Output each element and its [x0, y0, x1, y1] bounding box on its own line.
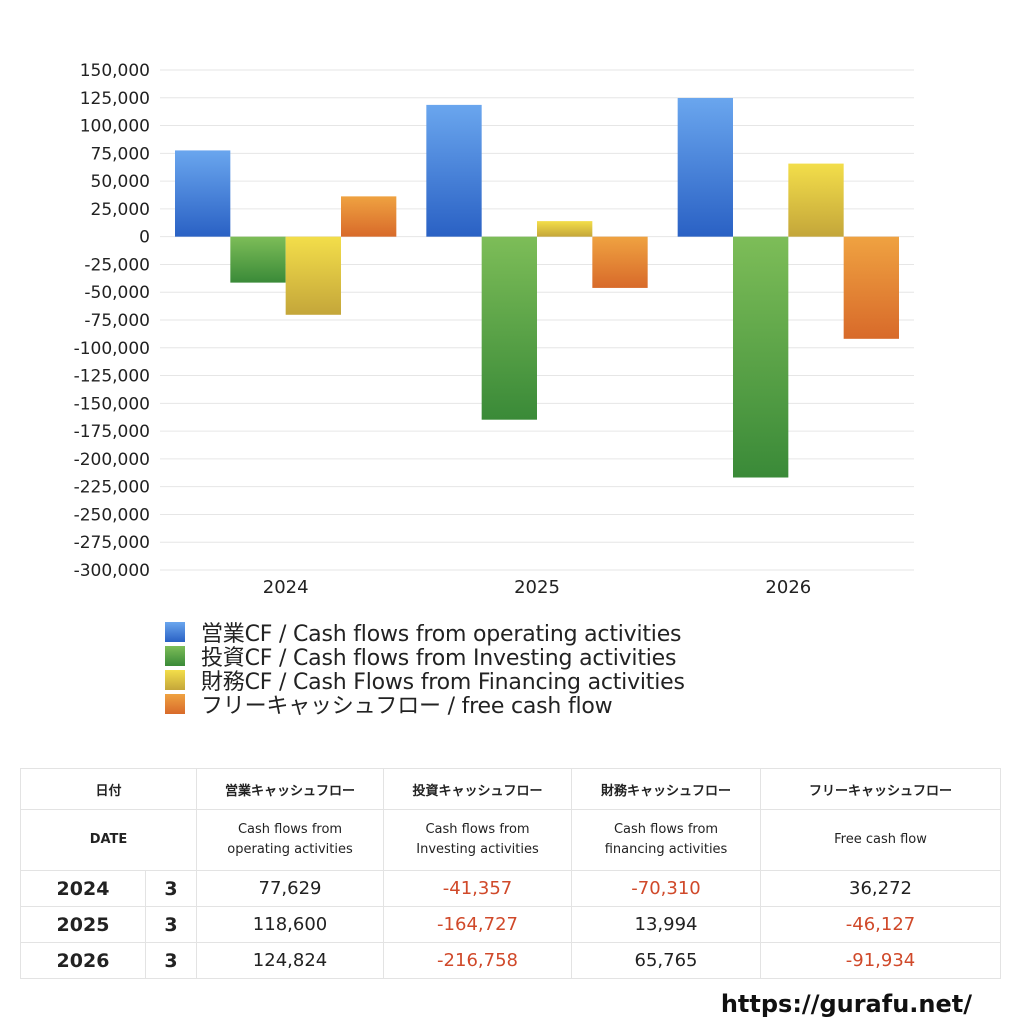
row-year: 2024 — [20, 870, 146, 907]
legend-label-operating: 営業CF / Cash flows from operating activit… — [201, 622, 682, 647]
row-financing: -70,310 — [571, 870, 762, 907]
bar-2024-series-4 — [341, 196, 397, 237]
y-tick-label: 50,000 — [91, 172, 150, 192]
table-header-row: 日付 営業キャッシュフロー 投資キャッシュフロー 財務キャッシュフロー フリーキ… — [19, 768, 1002, 810]
x-axis-ticks: 2024 2025 2026 — [263, 577, 811, 598]
subheader-date: DATE — [19, 809, 198, 871]
row-month: 3 — [144, 906, 198, 943]
row-financing: 13,994 — [571, 906, 762, 943]
bar-2026-series-4 — [843, 236, 899, 339]
bar-2024-series-1 — [175, 150, 231, 237]
legend-item-operating: 営業CF / Cash flows from operating activit… — [165, 620, 685, 647]
y-tick-label: -25,000 — [84, 255, 150, 275]
y-tick-label: -125,000 — [74, 367, 150, 387]
row-operating: 77,629 — [196, 870, 385, 907]
x-tick-label: 2026 — [765, 577, 811, 598]
cash-flow-bar-chart: 150,000 125,000 100,000 75,000 50,000 25,000 0… — [74, 61, 914, 598]
legend-label-financing: 財務CF / Cash Flows from Financing activit… — [201, 670, 685, 695]
header-free: フリーキャッシュフロー — [760, 768, 1002, 810]
y-tick-label: -50,000 — [84, 283, 150, 303]
subheader-financing-line2: financing activities — [604, 842, 728, 857]
chart-legend: 営業CF / Cash flows from operating activit… — [165, 620, 685, 719]
subheader-operating: Cash flows from operating activities — [196, 809, 385, 871]
row-free: 36,272 — [760, 870, 1002, 907]
subheader-free: Free cash flow — [760, 809, 1002, 871]
legend-swatch-financing — [165, 670, 185, 690]
bar-2026-series-1 — [677, 97, 733, 237]
table-row: 2026 3 124,824 -216,758 65,765 -91,934 — [20, 942, 1002, 979]
bar-2025-series-3 — [537, 221, 593, 237]
y-tick-label: -250,000 — [74, 505, 150, 525]
row-investing: -216,758 — [383, 942, 573, 979]
legend-item-investing: 投資CF / Cash flows from Investing activit… — [165, 644, 685, 671]
legend-item-free: フリーキャッシュフロー / free cash flow — [165, 692, 685, 719]
y-tick-label: 100,000 — [80, 117, 150, 137]
bar-2026-series-3 — [788, 163, 844, 237]
legend-swatch-operating — [165, 622, 185, 642]
y-tick-label: 25,000 — [91, 200, 150, 220]
y-tick-label: -200,000 — [74, 450, 150, 470]
y-tick-label: 0 — [139, 228, 150, 248]
y-tick-label: -75,000 — [84, 311, 150, 331]
row-investing: -41,357 — [383, 870, 573, 907]
bar-2026-series-2 — [733, 236, 789, 478]
y-tick-label: -175,000 — [74, 422, 150, 442]
table-row: 2025 3 118,600 -164,727 13,994 -46,127 — [20, 906, 1002, 943]
subheader-investing: Cash flows from Investing activities — [383, 809, 573, 871]
y-tick-label: -150,000 — [74, 394, 150, 414]
y-axis-ticks: 150,000 125,000 100,000 75,000 50,000 25,000 0… — [74, 61, 150, 581]
row-year: 2026 — [20, 942, 146, 979]
row-operating: 124,824 — [196, 942, 385, 979]
row-month: 3 — [144, 942, 198, 979]
row-financing: 65,765 — [571, 942, 762, 979]
row-year: 2025 — [20, 906, 146, 943]
y-tick-label: -275,000 — [74, 533, 150, 553]
y-tick-label: -100,000 — [74, 339, 150, 359]
y-tick-label: 150,000 — [80, 61, 150, 81]
row-free: -46,127 — [760, 906, 1002, 943]
subheader-investing-line2: Investing activities — [416, 842, 539, 857]
row-investing: -164,727 — [383, 906, 573, 943]
row-month: 3 — [144, 870, 198, 907]
y-tick-label: 125,000 — [80, 89, 150, 109]
header-investing: 投資キャッシュフロー — [383, 768, 573, 810]
subheader-financing-line1: Cash flows from — [613, 822, 719, 837]
subheader-investing-line1: Cash flows from — [425, 822, 530, 837]
bar-2025-series-2 — [481, 236, 537, 420]
bar-2025-series-4 — [592, 236, 648, 288]
legend-swatch-investing — [165, 646, 185, 666]
legend-label-free: フリーキャッシュフロー / free cash flow — [201, 694, 613, 719]
legend-label-investing: 投資CF / Cash flows from Investing activit… — [201, 646, 677, 671]
header-financing: 財務キャッシュフロー — [571, 768, 762, 810]
x-tick-label: 2025 — [514, 577, 560, 598]
legend-item-financing: 財務CF / Cash Flows from Financing activit… — [165, 668, 685, 695]
table-subheader-row: DATE Cash flows from operating activities… — [19, 809, 1002, 871]
header-operating: 営業キャッシュフロー — [196, 768, 385, 810]
subheader-operating-line2: operating activities — [227, 842, 353, 857]
x-tick-label: 2024 — [263, 577, 309, 598]
bar-2024-series-2 — [230, 236, 286, 283]
row-operating: 118,600 — [196, 906, 385, 943]
header-date: 日付 — [19, 768, 198, 810]
bar-2025-series-1 — [426, 104, 482, 237]
row-free: -91,934 — [760, 942, 1002, 979]
subheader-financing: Cash flows from financing activities — [571, 809, 762, 871]
bar-2024-series-3 — [285, 236, 341, 315]
bars — [175, 97, 899, 478]
y-tick-label: -300,000 — [74, 561, 150, 581]
y-tick-label: 75,000 — [91, 144, 150, 164]
site-url[interactable]: https://gurafu.net/ — [720, 990, 972, 1018]
legend-swatch-free — [165, 694, 185, 714]
y-tick-label: -225,000 — [74, 478, 150, 498]
table-row: 2024 3 77,629 -41,357 -70,310 36,272 — [20, 870, 1002, 907]
subheader-operating-line1: Cash flows from — [237, 822, 343, 837]
cash-flow-table: 日付 営業キャッシュフロー 投資キャッシュフロー 財務キャッシュフロー フリーキ… — [19, 768, 1002, 979]
